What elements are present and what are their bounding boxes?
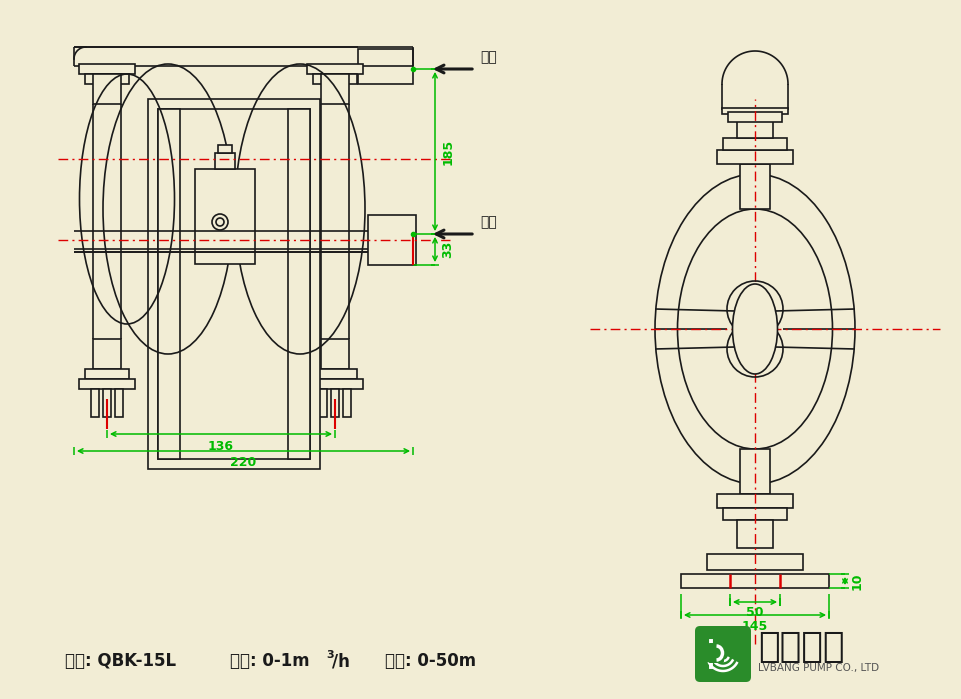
FancyBboxPatch shape	[695, 626, 751, 682]
Text: 进口: 进口	[480, 215, 497, 229]
Text: 145: 145	[742, 619, 768, 633]
Bar	[103, 389, 111, 417]
Bar	[313, 74, 357, 84]
Bar	[115, 389, 123, 417]
Bar	[723, 138, 787, 150]
Bar	[195, 169, 255, 264]
Bar	[93, 74, 121, 104]
Text: 出口: 出口	[480, 50, 497, 64]
Bar	[722, 108, 788, 114]
Text: 3: 3	[326, 650, 333, 660]
Text: 10: 10	[850, 572, 864, 590]
Bar	[681, 574, 829, 588]
Bar	[158, 109, 180, 459]
Bar	[313, 369, 357, 379]
Text: 136: 136	[208, 440, 234, 452]
Bar	[158, 109, 310, 459]
Ellipse shape	[732, 284, 777, 374]
Bar	[307, 379, 363, 389]
Bar	[331, 389, 339, 417]
Bar	[321, 74, 349, 104]
Bar	[218, 145, 232, 153]
Text: 绿邦泵业: 绿邦泵业	[758, 630, 845, 664]
Bar	[723, 508, 787, 520]
Text: 50: 50	[747, 607, 764, 619]
Bar	[740, 449, 770, 494]
Text: 220: 220	[231, 456, 257, 470]
Bar	[148, 99, 320, 469]
Bar	[368, 215, 416, 265]
Bar	[358, 49, 413, 84]
Text: 33: 33	[441, 241, 455, 258]
Bar	[215, 153, 235, 169]
Text: /h: /h	[332, 652, 350, 670]
Bar	[91, 389, 99, 417]
Bar	[737, 520, 773, 548]
Text: 流量: 0-1m: 流量: 0-1m	[230, 652, 309, 670]
Bar	[321, 339, 349, 369]
Text: 型号: QBK-15L: 型号: QBK-15L	[65, 652, 176, 670]
Bar	[93, 339, 121, 369]
Bar	[343, 389, 351, 417]
Bar	[707, 554, 803, 570]
Bar	[737, 110, 773, 138]
Bar	[319, 389, 327, 417]
Bar	[85, 369, 129, 379]
Bar	[288, 109, 310, 459]
Bar	[717, 150, 793, 164]
Text: 扬程: 0-50m: 扬程: 0-50m	[385, 652, 476, 670]
Text: 185: 185	[441, 138, 455, 164]
Bar	[79, 379, 135, 389]
Bar	[79, 64, 135, 74]
FancyBboxPatch shape	[708, 643, 724, 663]
Bar	[728, 112, 782, 122]
Text: LVBANG PUMP CO., LTD: LVBANG PUMP CO., LTD	[758, 663, 879, 673]
Bar	[740, 164, 770, 209]
Bar	[717, 494, 793, 508]
Bar	[85, 74, 129, 84]
Bar	[307, 64, 363, 74]
